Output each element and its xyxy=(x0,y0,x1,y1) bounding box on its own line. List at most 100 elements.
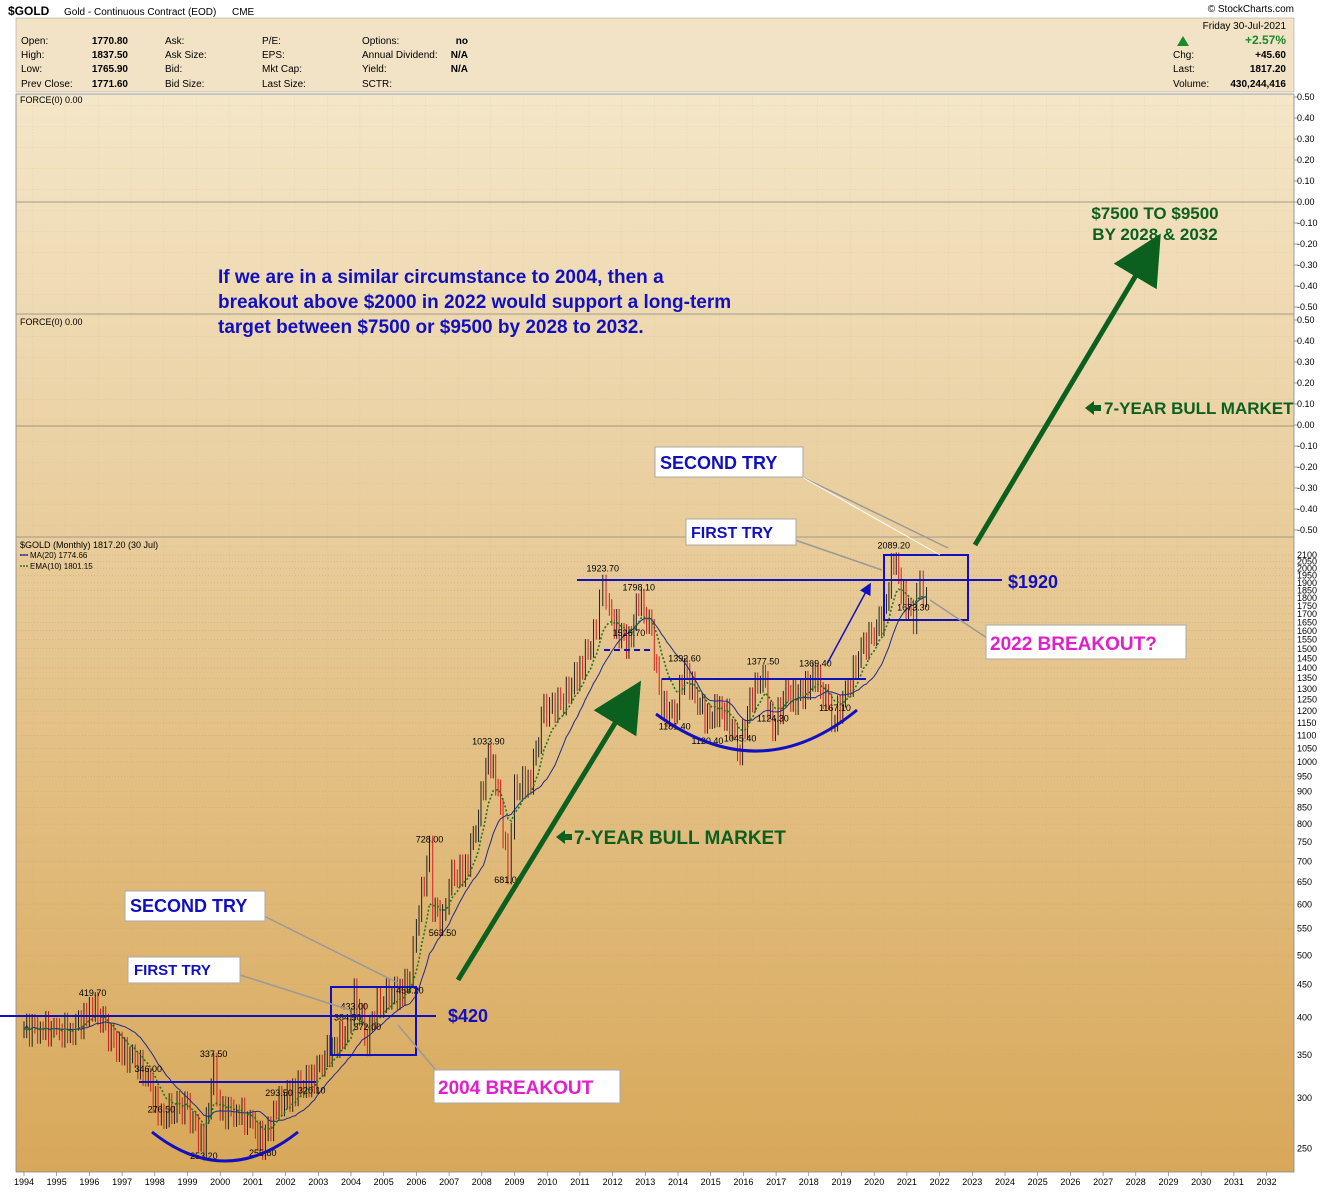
x-tick-label: 2001 xyxy=(243,1177,263,1187)
breakout-2022-label: 2022 BREAKOUT? xyxy=(990,634,1157,655)
x-tick-label: 1996 xyxy=(79,1177,99,1187)
quote-label: Prev Close: xyxy=(21,79,73,90)
x-tick-label: 1994 xyxy=(14,1177,34,1187)
annotation-shapes xyxy=(0,233,1161,1163)
x-tick-label: 1997 xyxy=(112,1177,132,1187)
x-tick-label: 2010 xyxy=(537,1177,557,1187)
force1-y-axis: 0.50 0.40 0.30 0.20 0.10 0.00 -0.10 -0.20 -0.30 -… xyxy=(1294,92,1318,312)
y-tick-label: -0.10 xyxy=(1297,218,1318,228)
option-label: Annual Dividend: xyxy=(362,50,438,61)
instrument-name: Gold - Continuous Contract (EOD) xyxy=(64,7,216,18)
x-tick-label: 2000 xyxy=(210,1177,230,1187)
arrow-left-icon xyxy=(556,830,565,844)
note-line-3: target between $7500 or $9500 by 2028 to… xyxy=(218,317,644,338)
y-tick-label: 1150 xyxy=(1297,718,1316,728)
y-tick-label: 750 xyxy=(1297,837,1312,847)
ma20-line xyxy=(23,595,927,1123)
quote-value: 1770.80 xyxy=(92,36,129,47)
price-label: 320.10 xyxy=(298,1086,326,1096)
y-tick-label: 0.10 xyxy=(1297,399,1315,409)
x-tick-label: 2005 xyxy=(374,1177,394,1187)
fundamental-label: Last Size: xyxy=(262,79,306,90)
callout-second-try-2022 xyxy=(654,446,804,478)
first-try-2022-label: FIRST TRY xyxy=(691,525,773,542)
price-label: 1392.60 xyxy=(668,654,701,664)
cup-2016 xyxy=(655,708,858,753)
box-2021 xyxy=(883,554,969,621)
x-tick-label: 2019 xyxy=(831,1177,851,1187)
target-line-2: BY 2028 & 2032 xyxy=(1092,225,1217,244)
bull-market-label-2004: 7-YEAR BULL MARKET xyxy=(574,828,786,849)
ma20-legend: MA(20) 1774.66 xyxy=(30,551,88,560)
y-tick-label: 1000 xyxy=(1297,757,1317,767)
x-tick-label: 2008 xyxy=(472,1177,492,1187)
x-tick-label: 2026 xyxy=(1060,1177,1080,1187)
quote-label: Low: xyxy=(21,64,42,75)
x-tick-label: 2003 xyxy=(308,1177,328,1187)
x-tick-label: 2011 xyxy=(570,1177,589,1187)
price-label: 563.50 xyxy=(429,928,457,938)
fundamental-label: EPS: xyxy=(262,50,285,61)
x-tick-label: 2014 xyxy=(668,1177,688,1187)
watermark: © StockCharts.com xyxy=(1208,4,1294,15)
x-tick-label: 2004 xyxy=(341,1177,361,1187)
price-label: 2089.20 xyxy=(878,540,911,550)
y-tick-label: 900 xyxy=(1297,786,1312,796)
change-label: Last: xyxy=(1173,64,1195,75)
blue-arrow xyxy=(826,582,871,665)
symbol: $GOLD xyxy=(8,4,50,18)
price-label: 419.70 xyxy=(79,988,107,998)
y-tick-label: 650 xyxy=(1297,877,1312,887)
breakout-2004-label: 2004 BREAKOUT xyxy=(438,1078,594,1099)
x-tick-label: 2025 xyxy=(1028,1177,1048,1187)
ema10-legend: EMA(10) 1801.15 xyxy=(30,562,93,571)
x-axis: 1994 1995 1996 1997 1998 1999 2000 2001 2002 2003… xyxy=(14,1172,1277,1187)
fundamental-label: Mkt Cap: xyxy=(262,64,302,75)
y-tick-label: -0.30 xyxy=(1297,483,1318,493)
target-line-1: $7500 TO $9500 xyxy=(1091,204,1218,223)
y-tick-label: -0.40 xyxy=(1297,504,1318,514)
x-tick-label: 1995 xyxy=(47,1177,67,1187)
price-label: 1033.90 xyxy=(472,737,505,747)
price-label: 1923.70 xyxy=(587,563,620,573)
price-label: 1798.10 xyxy=(622,582,655,592)
price-label: 1673.30 xyxy=(897,602,930,612)
x-tick-label: 2020 xyxy=(864,1177,884,1187)
level-1920-label: $1920 xyxy=(1008,572,1058,592)
y-tick-label: 1250 xyxy=(1297,695,1317,705)
y-tick-label: 350 xyxy=(1297,1050,1312,1060)
second-try-2004-label: SECOND TRY xyxy=(130,896,247,916)
change-value: +45.60 xyxy=(1255,50,1286,61)
y-tick-label: 1500 xyxy=(1297,644,1317,654)
price-label: 276.50 xyxy=(148,1105,176,1115)
force2-legend: FORCE(0) 0.00 xyxy=(20,317,83,327)
y-tick-label: 250 xyxy=(1297,1144,1312,1154)
y-tick-label: 1050 xyxy=(1297,743,1317,753)
price-label: 372.00 xyxy=(354,1022,382,1032)
y-tick-label: 450 xyxy=(1297,980,1312,990)
y-tick-label: 0.50 xyxy=(1297,92,1315,102)
x-tick-label: 2031 xyxy=(1224,1177,1244,1187)
x-tick-label: 2015 xyxy=(701,1177,721,1187)
y-tick-label: 1600 xyxy=(1297,626,1317,636)
ask-label: Ask: xyxy=(165,36,184,47)
y-tick-label: 300 xyxy=(1297,1093,1312,1103)
bull-market-label-2022: 7-YEAR BULL MARKET xyxy=(1104,399,1294,418)
y-tick-label: 0.40 xyxy=(1297,336,1315,346)
price-label: 346.00 xyxy=(134,1064,162,1074)
price-label: 384.50 xyxy=(334,1013,362,1023)
price-label: 433.00 xyxy=(341,1001,369,1011)
callout-first-try-2004 xyxy=(127,956,241,984)
exchange: CME xyxy=(232,7,255,18)
quote-value: 1771.60 xyxy=(92,79,129,90)
price-label: 253.20 xyxy=(190,1151,218,1161)
y-tick-label: -0.20 xyxy=(1297,239,1318,249)
note-line-2: breakout above $2000 in 2022 would suppo… xyxy=(218,292,731,313)
quote-value: 1837.50 xyxy=(92,50,129,61)
option-label: Options: xyxy=(362,36,399,47)
change-value: 430,244,416 xyxy=(1230,79,1286,90)
y-tick-label: 1850 xyxy=(1297,585,1317,595)
x-tick-label: 2017 xyxy=(766,1177,786,1187)
x-tick-label: 1998 xyxy=(145,1177,165,1187)
price-y-axis: 2100205020001950190018501800175017001650… xyxy=(16,550,1317,1154)
